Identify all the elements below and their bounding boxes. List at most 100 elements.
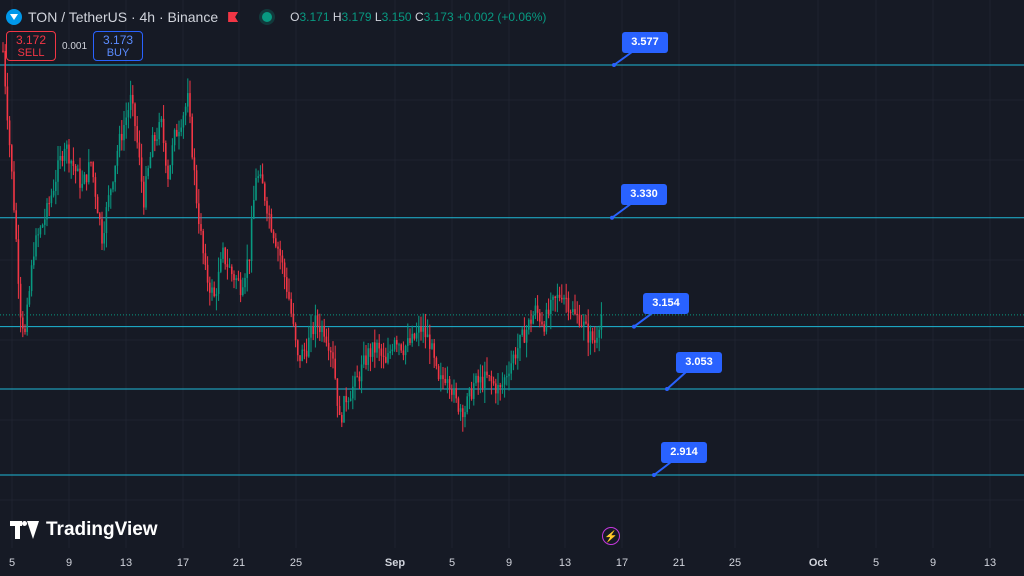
candle-body [138, 142, 141, 158]
candle-body [330, 350, 332, 353]
time-axis[interactable]: 5 9 13 17 21 25 Sep 5 9 13 17 21 25 Oct 5 9 13 [0, 548, 1024, 576]
candle-body [457, 398, 460, 412]
level-callout-pointer [666, 371, 687, 390]
candle-body [301, 349, 303, 361]
candle-body [552, 296, 554, 300]
tradingview-logo-icon [10, 521, 40, 539]
candle-body [81, 183, 83, 188]
candle-body [345, 396, 347, 403]
candle-body [171, 145, 174, 166]
candle-body [499, 384, 501, 388]
level-anchor-point[interactable] [652, 473, 656, 477]
candle-body [396, 340, 398, 345]
candle-body [572, 309, 574, 313]
candle-body [132, 94, 134, 104]
sell-button[interactable]: 3.172 SELL [6, 31, 56, 61]
candle-body [99, 213, 101, 220]
candle-body [72, 160, 75, 166]
level-label[interactable]: 2.914 [661, 442, 707, 463]
candle-body [239, 279, 242, 296]
candle-body [24, 328, 26, 333]
candle-body [352, 386, 354, 399]
level-callout-pointer [633, 311, 654, 328]
x-tick-label: 25 [728, 557, 742, 569]
candle-body [479, 376, 482, 383]
candle-body [446, 379, 449, 383]
candle-body [426, 334, 429, 338]
candle-body [448, 379, 451, 390]
x-tick-label: 5 [448, 557, 456, 569]
candle-body [228, 266, 231, 268]
trade-panel: 3.172 SELL 0.001 3.173 BUY [6, 31, 144, 61]
candle-body [486, 371, 488, 376]
level-anchor-point[interactable] [610, 215, 614, 220]
level-label[interactable]: 3.577 [622, 32, 668, 53]
candle-body [206, 264, 209, 283]
candle-body [167, 165, 169, 180]
x-tick-label: 13 [558, 557, 572, 569]
candle-body [94, 177, 97, 197]
candle-body [455, 388, 457, 399]
candle-body [420, 326, 422, 332]
buy-price: 3.173 [103, 33, 134, 47]
candle-body [149, 156, 152, 169]
candle-body [193, 157, 196, 171]
level-anchor-point[interactable] [632, 324, 636, 329]
flag-icon[interactable] [228, 12, 239, 22]
candle-body [550, 299, 552, 315]
symbol-title[interactable]: TON / TetherUS · 4h · Binance [28, 9, 219, 25]
candle-body [363, 355, 365, 365]
level-label[interactable]: 3.053 [676, 352, 722, 374]
candle-body [180, 127, 182, 132]
price-chart[interactable] [0, 0, 1024, 548]
candle-body [539, 312, 541, 322]
candle-body [466, 396, 468, 413]
candle-body [398, 344, 400, 346]
candle-body [508, 373, 510, 377]
candle-body [495, 383, 497, 394]
candle-body [558, 294, 561, 298]
candle-body [347, 401, 350, 403]
level-anchor-point[interactable] [612, 63, 616, 67]
candle-body [158, 122, 160, 140]
candle-body [187, 93, 189, 107]
candle-body [286, 277, 288, 292]
candle-body [279, 248, 281, 256]
candle-body [365, 355, 367, 365]
candle-body [387, 353, 389, 363]
candle-body [17, 239, 20, 284]
candle-body [512, 354, 515, 364]
level-label[interactable]: 3.330 [621, 183, 667, 205]
candle-body [473, 383, 475, 399]
candle-body [237, 278, 240, 280]
candle-body [178, 131, 180, 137]
candle-body [596, 337, 598, 343]
candle-body [382, 355, 385, 357]
candle-body [341, 414, 343, 423]
candle-body [26, 304, 28, 333]
candle-body [136, 126, 138, 143]
candle-body [319, 326, 321, 333]
candle-body [391, 349, 394, 352]
candle-body [409, 338, 411, 343]
candle-body [444, 379, 446, 383]
level-anchor-point[interactable] [665, 387, 669, 392]
candle-body [334, 358, 336, 379]
candle-body [316, 315, 319, 327]
buy-button[interactable]: 3.173 BUY [93, 31, 144, 61]
tradingview-logo[interactable]: TradingView [10, 519, 158, 541]
lightning-icon[interactable]: ⚡ [602, 527, 620, 545]
candle-body [224, 247, 226, 265]
candle-body [63, 148, 66, 161]
candle-body [37, 234, 39, 236]
candle-body [385, 356, 387, 363]
candle-body [275, 238, 277, 247]
x-tick-label: 25 [289, 557, 303, 569]
level-label[interactable]: 3.154 [643, 292, 689, 314]
candle-body [156, 139, 158, 141]
candle-body [90, 162, 92, 164]
candle-body [272, 231, 275, 239]
candle-body [411, 333, 413, 343]
candle-body [169, 165, 171, 180]
candle-body [547, 309, 550, 315]
